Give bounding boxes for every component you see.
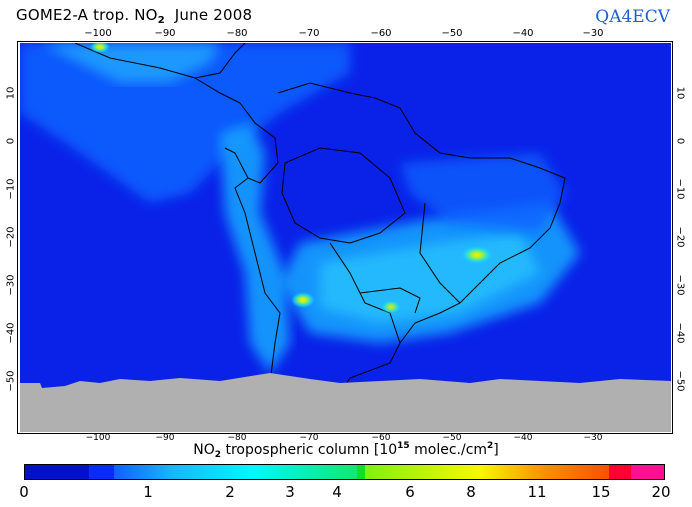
y-tick-label: −10	[674, 178, 686, 200]
x-tick-label: −70	[298, 28, 320, 39]
cb-title-unit: molec./cm	[409, 442, 488, 458]
title-text: GOME2-A trop. NO	[16, 6, 158, 24]
x-tick-label: −40	[513, 433, 533, 443]
x-tick-label: −40	[512, 28, 534, 39]
x-tick-label: −30	[582, 28, 604, 39]
x-tick-label: −90	[155, 433, 175, 443]
x-tick-label: −30	[583, 433, 603, 443]
colorbar-tick-label: 1	[143, 483, 153, 501]
cb-title-mid: tropospheric column [10	[221, 442, 398, 458]
colorbar-segment	[356, 465, 365, 479]
x-tick-label: −50	[442, 433, 462, 443]
x-tick-label: −100	[84, 28, 112, 39]
hotspot-sao-paulo	[461, 246, 493, 264]
title-date: June 2008	[164, 6, 253, 24]
y-tick-label: −40	[674, 322, 686, 344]
colorbar-segment	[88, 465, 114, 479]
hotspot-mexico-city	[90, 43, 110, 53]
x-tick-label: −60	[370, 28, 392, 39]
title-subscript: 2	[157, 15, 165, 26]
colorbar-tick-label: 8	[466, 483, 476, 501]
x-tick-label: −100	[85, 433, 111, 443]
colorbar-segment	[251, 465, 357, 479]
x-tick-label: −80	[226, 28, 248, 39]
y-tick-label: 10	[674, 86, 686, 100]
colorbar-tick-label: 20	[651, 483, 671, 501]
colorbar-segment	[609, 465, 632, 479]
y-tick-label: −20	[5, 226, 17, 248]
x-tick-label: −50	[441, 28, 463, 39]
colorbar-tick-label: 3	[285, 483, 295, 501]
colorbar-tick-label: 4	[332, 483, 342, 501]
colorbar-tick-label: 15	[591, 483, 611, 501]
colorbar-tick-label: 11	[527, 483, 547, 501]
map-title: GOME2-A trop. NO2 June 2008	[16, 6, 252, 26]
hotspot-buenos-aires	[381, 300, 401, 314]
brand-logo: QA4ECV	[595, 7, 670, 27]
colorbar-tick-label: 6	[405, 483, 415, 501]
colorbar-segment	[25, 465, 89, 479]
y-tick-label: −30	[674, 274, 686, 296]
hotspot-santiago	[291, 292, 315, 308]
y-tick-label: −10	[5, 178, 17, 200]
colorbar-segment	[173, 465, 252, 479]
colorbar-segment	[113, 465, 174, 479]
x-tick-label: −60	[371, 433, 391, 443]
x-tick-label: −70	[299, 433, 319, 443]
colorbar-title: NO2 tropospheric column [1015 molec./cm2…	[0, 441, 692, 460]
cb-title-no: NO	[193, 442, 215, 458]
colorbar-tick-label: 2	[225, 483, 235, 501]
y-tick-label: 0	[674, 137, 686, 145]
colorbar-segment	[631, 465, 664, 479]
y-tick-label: 10	[5, 86, 17, 100]
y-tick-label: −30	[5, 274, 17, 296]
y-tick-label: −40	[5, 322, 17, 344]
colorbar-tick-label: 0	[19, 483, 29, 501]
y-tick-label: −50	[5, 370, 17, 392]
cb-title-end: ]	[493, 442, 499, 458]
colorbar-segment	[364, 465, 480, 479]
cb-title-exp2: 2	[487, 441, 494, 451]
y-tick-label: −50	[674, 370, 686, 392]
y-tick-label: 0	[5, 137, 17, 145]
no2-map	[20, 43, 671, 432]
cb-title-exp: 15	[397, 441, 410, 451]
colorbar-segment	[479, 465, 610, 479]
x-tick-label: −80	[227, 433, 247, 443]
map-graphic	[20, 43, 671, 432]
x-tick-label: −90	[154, 28, 176, 39]
cb-title-sub: 2	[214, 450, 221, 460]
y-tick-label: −20	[674, 226, 686, 248]
colorbar	[24, 464, 665, 480]
